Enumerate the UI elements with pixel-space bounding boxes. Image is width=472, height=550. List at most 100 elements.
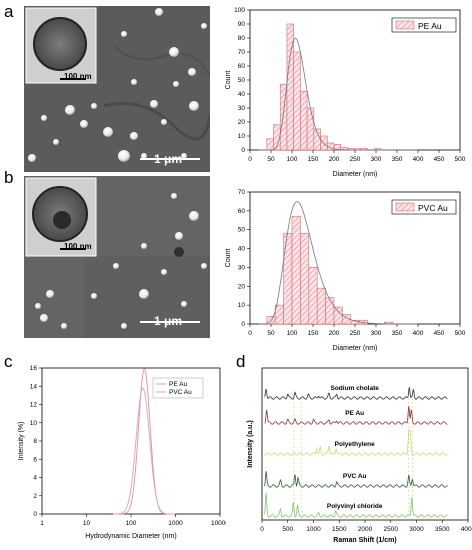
raman-series-line [264, 387, 448, 400]
legend-label: PE Au [169, 381, 187, 388]
fit-curve [258, 37, 418, 151]
histogram-bar [325, 297, 335, 325]
histogram-bar [308, 267, 318, 325]
x-tick-label: 1500 [332, 526, 347, 533]
histogram-pvc-au: 0 50 100 150 200 250 300 350 400 450 500 0 10 20 30 40 5… [225, 189, 466, 352]
histogram-pe-au: 0 50 100 150 200 250 300 350 400 450 500 0 10 20 30 40 5… [225, 7, 466, 178]
legend-swatch [395, 20, 415, 30]
x-tick-label: 4000 [461, 526, 472, 533]
x-tick-label: 1000 [168, 520, 183, 527]
y-tick-label: 50 [238, 227, 246, 234]
x-tick-label: 100 [126, 520, 137, 527]
panel-label-c: c [4, 352, 13, 371]
raman-series-line [264, 492, 448, 518]
y-tick-label: 40 [238, 91, 246, 98]
x-tick-label: 100 [287, 330, 298, 337]
x-tick-label: 500 [282, 526, 293, 533]
raman-series-line [264, 471, 448, 488]
x-tick-label: 2000 [358, 526, 373, 533]
y-axis-label: Intensity (a.u.) [247, 420, 254, 467]
raman-chart: Sodium cholate PE Au Polyethylene PVC Au Pol… [247, 367, 472, 544]
y-tick-label: 14 [30, 383, 38, 390]
x-tick-label: 150 [308, 156, 319, 163]
histogram-bar [291, 216, 301, 325]
y-axis-label: Count [225, 249, 232, 268]
x-tick-label: 1 [40, 520, 44, 527]
legend-label: PE Au [418, 21, 442, 31]
x-tick-label: 350 [392, 330, 403, 337]
histogram-bar [316, 287, 326, 325]
x-tick-label: 50 [267, 330, 275, 337]
raman-series-line [264, 428, 448, 456]
y-tick-label: 20 [238, 283, 246, 290]
y-tick-label: 0 [241, 147, 245, 154]
x-tick-label: 300 [371, 156, 382, 163]
x-axis-label: Diameter (nm) [333, 171, 378, 178]
y-tick-label: 10 [30, 420, 38, 427]
x-tick-label: 3000 [409, 526, 424, 533]
y-tick-label: 6 [33, 456, 37, 463]
histogram-bar [293, 51, 301, 151]
sem-particles-b [24, 176, 210, 338]
sem-image-pe-au: 100 nm 1 μm [24, 6, 210, 172]
inset-scale-label-a: 100 nm [64, 72, 92, 81]
histogram-bar [300, 90, 308, 151]
scale-bar-label-a: 1 μm [154, 152, 183, 166]
y-tick-label: 60 [238, 208, 246, 215]
y-tick-label: 20 [238, 119, 246, 126]
y-tick-label: 4 [33, 475, 37, 482]
x-tick-label: 10 [83, 520, 91, 527]
x-tick-label: 250 [350, 330, 361, 337]
x-tick-label: 400 [413, 330, 424, 337]
legend-label: PVC Au [169, 389, 192, 396]
raman-series-label: Polyvinyl chloride [327, 503, 383, 510]
y-axis-label: Count [225, 71, 232, 90]
x-tick-label: 450 [434, 156, 445, 163]
x-axis-label: Hydrodynamic Diameter (nm) [85, 533, 176, 540]
y-tick-label: 30 [238, 264, 246, 271]
y-tick-label: 50 [238, 77, 246, 84]
histogram-bar [266, 138, 274, 151]
x-tick-label: 0 [260, 526, 264, 533]
raman-series-line [264, 405, 448, 425]
sem-image-pvc-au: 100 nm 1 μm [24, 176, 210, 338]
y-tick-label: 100 [234, 7, 245, 14]
histogram-bar [320, 135, 328, 151]
histogram-bar [274, 304, 284, 325]
x-axis-label: Raman Shift (1/cm) [333, 537, 396, 544]
histogram-bar [333, 306, 343, 325]
histogram-bar [300, 233, 310, 325]
y-tick-label: 70 [238, 49, 246, 56]
x-tick-label: 0 [248, 156, 252, 163]
y-tick-label: 80 [238, 35, 246, 42]
raman-series-label: PVC Au [343, 473, 367, 480]
legend-swatch [395, 202, 415, 212]
y-tick-label: 70 [238, 189, 246, 196]
y-tick-label: 8 [33, 438, 37, 445]
inset-scale-label-b: 100 nm [64, 242, 92, 251]
histogram-bar [266, 316, 276, 325]
y-axis-label: Intensity (%) [18, 422, 25, 461]
raman-series-label: Sodium cholate [330, 385, 379, 392]
x-axis-label: Diameter (nm) [333, 345, 378, 352]
x-tick-label: 150 [308, 330, 319, 337]
x-tick-label: 2500 [384, 526, 399, 533]
x-tick-label: 300 [371, 330, 382, 337]
y-tick-label: 10 [238, 302, 246, 309]
x-tick-label: 3500 [435, 526, 450, 533]
y-tick-label: 0 [241, 321, 245, 328]
fit-curve [258, 200, 418, 325]
x-tick-label: 100 [287, 156, 298, 163]
y-tick-label: 12 [30, 402, 38, 409]
x-tick-label: 200 [329, 330, 340, 337]
legend-label: PVC Au [418, 203, 448, 213]
panel-label-b: b [4, 168, 14, 187]
x-tick-label: 50 [267, 156, 275, 163]
x-tick-label: 500 [455, 156, 466, 163]
sem-particles-a [24, 6, 210, 172]
y-tick-label: 2 [33, 493, 37, 500]
y-tick-label: 10 [238, 133, 246, 140]
y-tick-label: 90 [238, 21, 246, 28]
